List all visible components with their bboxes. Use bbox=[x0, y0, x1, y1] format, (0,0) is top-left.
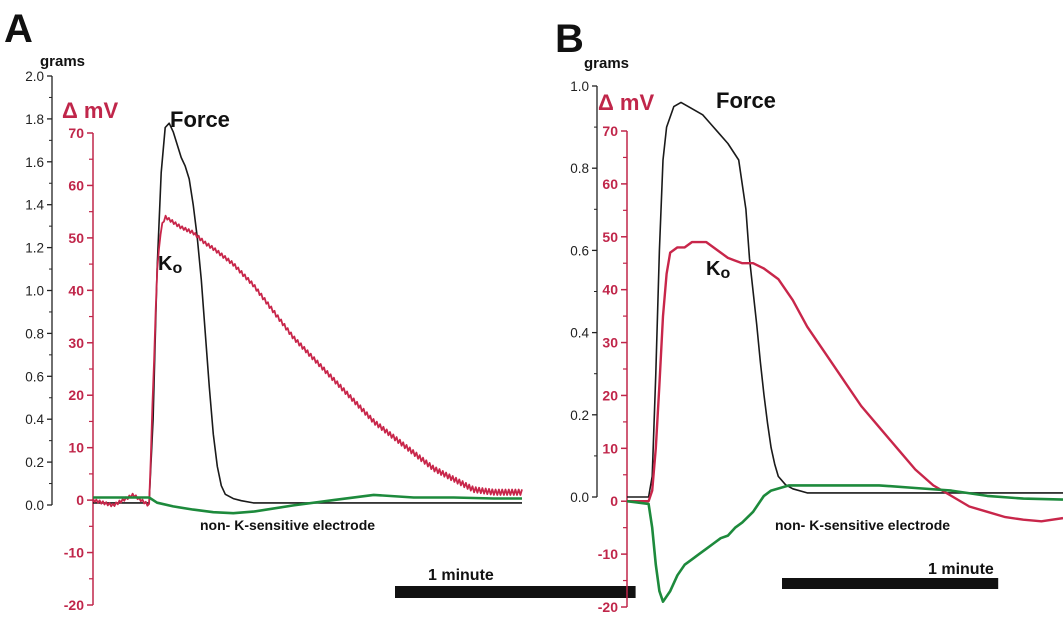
panel-a-scale-bar bbox=[395, 586, 636, 598]
panel-b-force-label: Force bbox=[716, 88, 776, 113]
panel-b-series-non-k-sensitive bbox=[626, 484, 1063, 603]
panel-b-mv-tick-label: 70 bbox=[602, 123, 618, 139]
panel-b-series bbox=[626, 101, 1063, 603]
panel-b-mv-tick-label: 10 bbox=[602, 440, 618, 456]
panel-b-mv-tick-label: 50 bbox=[602, 229, 618, 245]
panel-a-grams-tick-label: 0.8 bbox=[25, 326, 44, 341]
panel-a-mv-tick-label: 0 bbox=[76, 492, 84, 508]
panel-a-ko-label: Ko bbox=[158, 253, 182, 277]
panel-a-grams-tick-label: 0.2 bbox=[25, 455, 44, 470]
panel-b-mv-unit: Δ mV bbox=[598, 90, 654, 115]
panel-b-control-label: non- K-sensitive electrode bbox=[775, 517, 950, 533]
panel-a-grams-tick-label: 1.4 bbox=[25, 198, 44, 213]
panel-a-mv-tick-label: 40 bbox=[68, 282, 84, 298]
panel-b-mv-tick-label: 30 bbox=[602, 335, 618, 351]
panel-a-grams-unit: grams bbox=[40, 53, 85, 70]
panel-b-grams-tick-label: 0.8 bbox=[570, 161, 589, 176]
panel-a-letter: A bbox=[4, 7, 33, 51]
panel-a-ko-sub: o bbox=[172, 260, 182, 277]
panel-b-letter: B bbox=[555, 17, 584, 61]
panel-b-grams-tick-label: 0.2 bbox=[570, 408, 589, 423]
panel-a-mv-tick-label: -10 bbox=[64, 545, 84, 561]
panel-a-grams-tick-label: 0.6 bbox=[25, 369, 44, 384]
panel-a-mv-tick-label: 10 bbox=[68, 440, 84, 456]
panel-b-grams-tick-label: 0.0 bbox=[570, 490, 589, 505]
panel-a-mv-tick-label: 70 bbox=[68, 125, 84, 141]
panel-b-grams-tick-label: 1.0 bbox=[570, 79, 589, 94]
panel-a-series bbox=[92, 122, 523, 515]
panel-a-series-non-k-sensitive bbox=[93, 493, 522, 515]
panel-a-scale-label: 1 minute bbox=[428, 567, 494, 584]
panel-b-mv-tick-label: -10 bbox=[598, 546, 618, 562]
panel-b-ko-main: K bbox=[706, 258, 721, 280]
panel-b-mv-tick-label: 20 bbox=[602, 387, 618, 403]
panel-b-series-force bbox=[627, 101, 1063, 498]
panel-b-scale-bar bbox=[782, 578, 999, 589]
panel-a-mv-tick-label: 20 bbox=[68, 387, 84, 403]
panel-a-mv-tick-label: 50 bbox=[68, 230, 84, 246]
panel-b: B grams Δ mV 0.0 0.2 0.4 0.6 0.8 1.0 -20 -10 0 10… bbox=[555, 17, 1063, 615]
panel-a-series-ko bbox=[92, 214, 523, 508]
panel-b-mv-tick-label: 40 bbox=[602, 282, 618, 298]
panel-b-ko-label: Ko bbox=[706, 258, 730, 282]
panel-a-series-force bbox=[93, 122, 522, 504]
panel-a-grams-tick-label: 1.8 bbox=[25, 112, 44, 127]
panel-b-grams-unit: grams bbox=[584, 55, 629, 72]
panel-a-grams-tick-label: 0.4 bbox=[25, 412, 44, 427]
panel-a-axes: 0.0 0.2 0.4 0.6 0.8 1.0 1.2 1.4 1.6 1.8 2.0 -20 -10 0… bbox=[25, 69, 94, 613]
panel-a-mv-unit: Δ mV bbox=[62, 98, 118, 123]
panel-a: A grams Δ mV 0.0 0.2 0.4 0.6 0.8 1.0 1.2 1.4 1.6… bbox=[4, 7, 636, 613]
panel-a-mv-tick-label: 30 bbox=[68, 335, 84, 351]
panel-b-grams-tick-label: 0.6 bbox=[570, 243, 589, 258]
panel-b-series-ko bbox=[627, 240, 1063, 523]
panel-a-grams-tick-label: 1.6 bbox=[25, 155, 44, 170]
panel-a-mv-tick-label: 60 bbox=[68, 177, 84, 193]
panel-a-grams-tick-label: 1.2 bbox=[25, 241, 44, 256]
panel-a-grams-tick-label: 1.0 bbox=[25, 284, 44, 299]
panel-a-control-label: non- K-sensitive electrode bbox=[200, 517, 375, 533]
panel-b-ko-sub: o bbox=[720, 265, 730, 282]
panel-b-mv-tick-label: -20 bbox=[598, 599, 618, 615]
panel-b-grams-tick-label: 0.4 bbox=[570, 326, 589, 341]
panel-b-scale-label: 1 minute bbox=[928, 561, 994, 578]
panel-a-ko-main: K bbox=[158, 253, 173, 275]
panel-b-mv-tick-label: 60 bbox=[602, 176, 618, 192]
panel-a-grams-tick-label: 2.0 bbox=[25, 69, 44, 84]
panel-b-mv-tick-label: 0 bbox=[610, 493, 618, 509]
panel-a-grams-tick-label: 0.0 bbox=[25, 498, 44, 513]
panel-a-mv-tick-label: -20 bbox=[64, 597, 84, 613]
panel-b-axes: 0.0 0.2 0.4 0.6 0.8 1.0 -20 -10 0 10 20 30 40 50 60 70 bbox=[570, 79, 628, 615]
panel-a-force-label: Force bbox=[170, 107, 230, 132]
